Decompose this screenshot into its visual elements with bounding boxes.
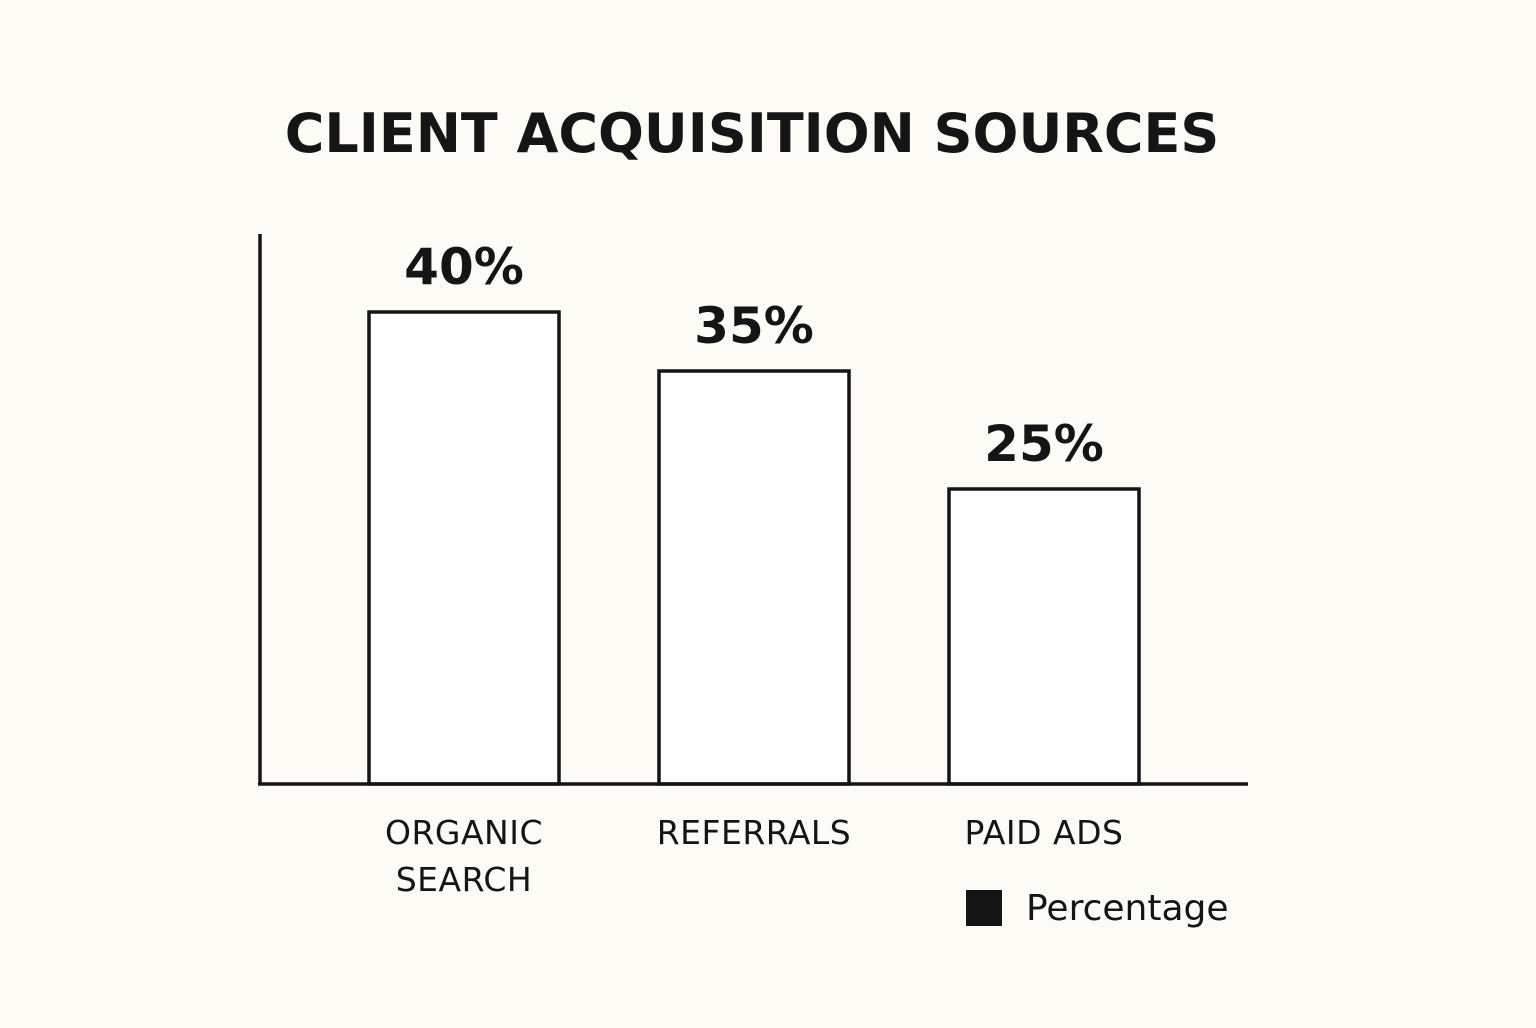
x-tick-labels-group: ORGANIC SEARCH REFERRALS PAID ADS (385, 813, 1123, 899)
data-label-1: 35% (694, 297, 814, 355)
bar-2 (947, 487, 1141, 786)
data-label-0: 40% (404, 238, 524, 296)
x-tick-label-1: REFERRALS (657, 813, 852, 852)
bars-group (367, 310, 1141, 786)
chart-title: CLIENT ACQUISITION SOURCES (285, 102, 1220, 165)
x-tick-label-line: SEARCH (396, 860, 533, 899)
legend: Percentage (966, 888, 1229, 929)
x-tick-label-line: ORGANIC (385, 813, 543, 852)
bar-1 (657, 369, 851, 786)
legend-swatch (966, 890, 1002, 926)
legend-label: Percentage (1026, 888, 1229, 929)
bar-0 (367, 310, 561, 786)
x-tick-label-0: ORGANIC SEARCH (385, 813, 543, 899)
x-tick-label-2: PAID ADS (965, 813, 1124, 852)
data-label-2: 25% (984, 415, 1104, 473)
data-labels-group: 40% 35% 25% (404, 238, 1104, 473)
